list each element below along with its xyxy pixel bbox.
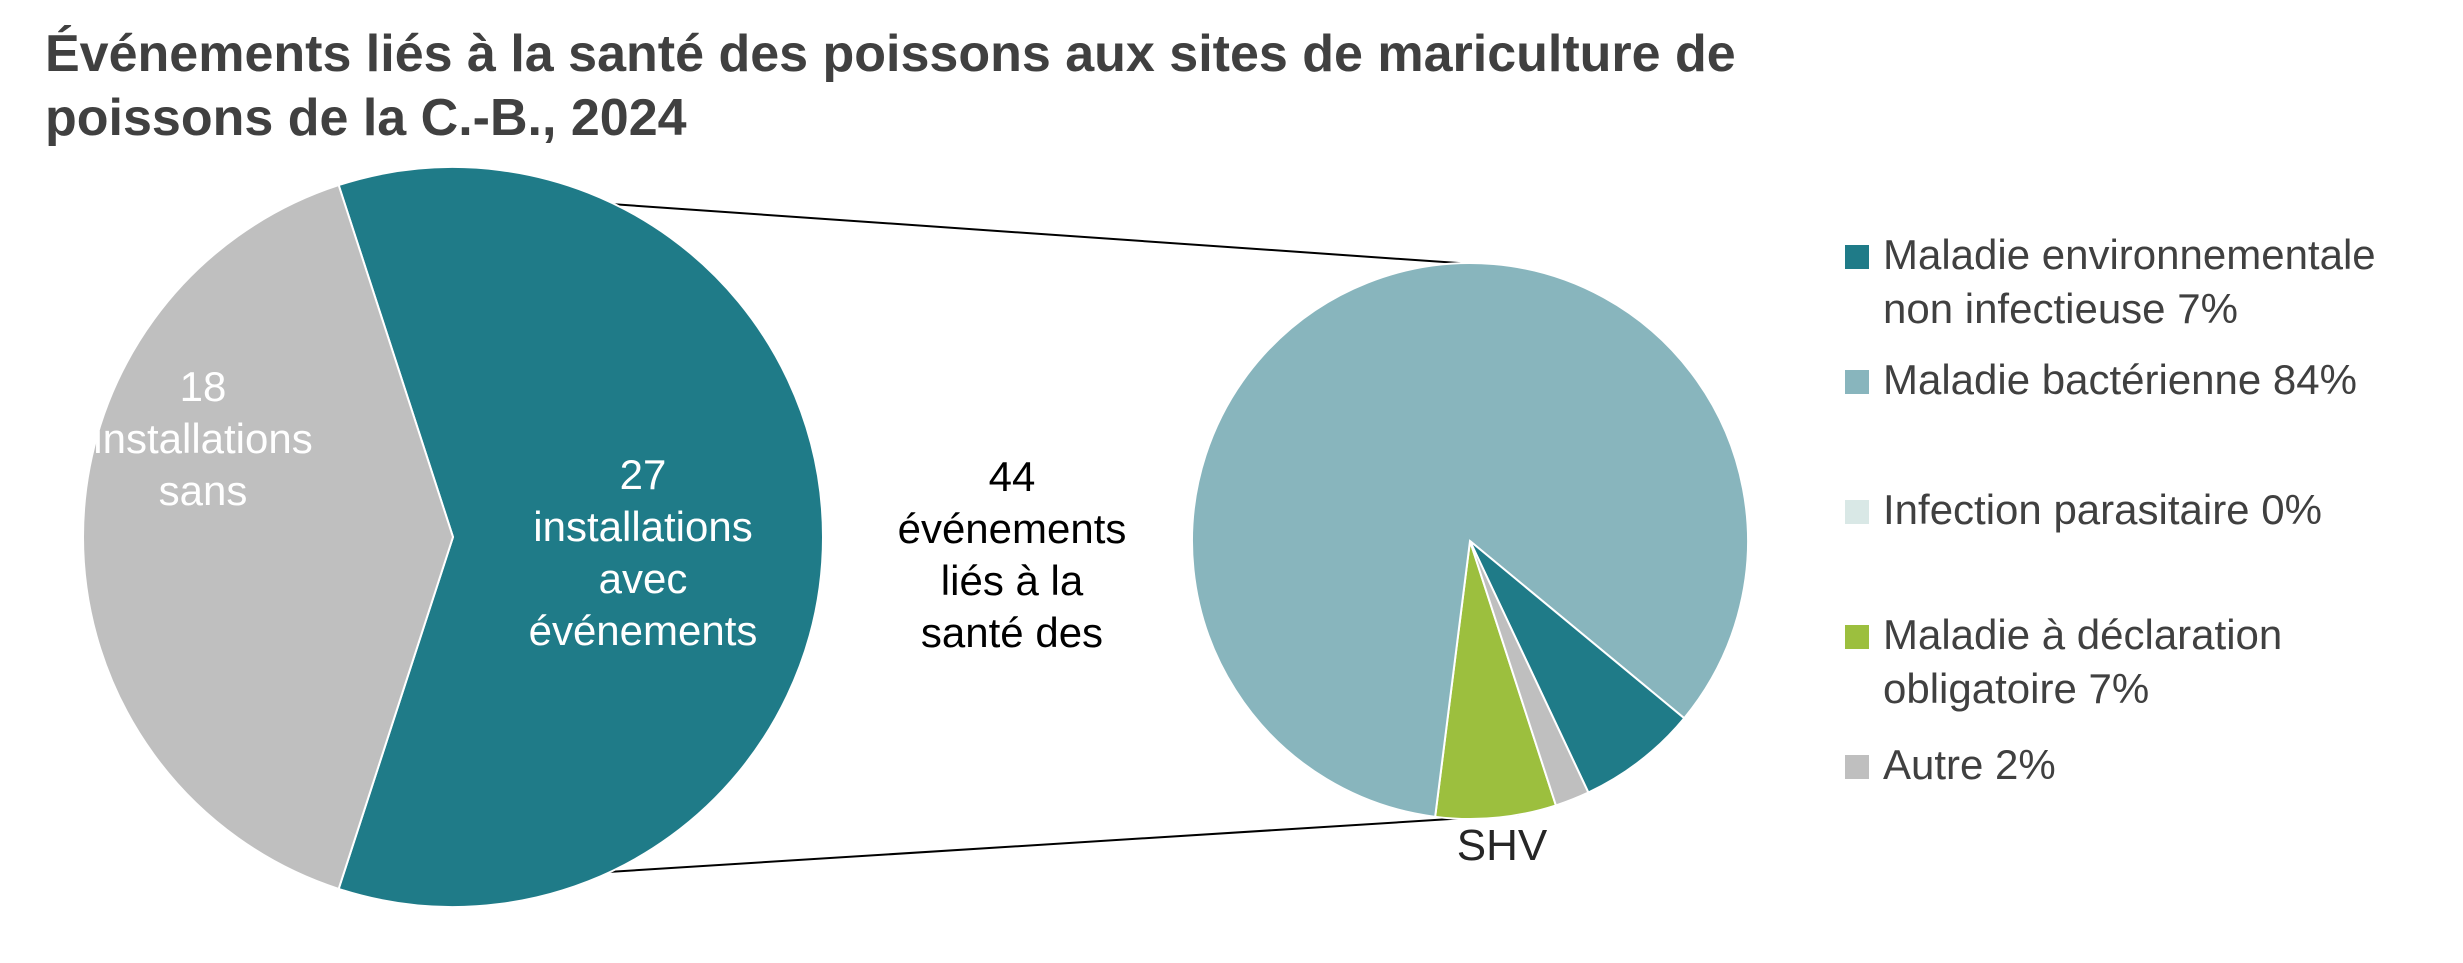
legend-label: Autre 2% [1883,738,2056,792]
main-slice-label-without-events-line: installations [93,415,312,462]
legend-label-line: Maladie bactérienne 84% [1883,356,2357,403]
main-slice-label-without-events-line: sans [159,467,248,514]
center-label-text-line: santé des [921,609,1103,656]
legend-label: Maladie environnementale non infectieuse … [1883,228,2376,336]
center-label-text: 44 événements liés à la santé des [898,453,1127,656]
main-pie: 27 installations avec événements 18 installat… [82,166,824,908]
main-slice-label-with-events: 27 installations avec événements [529,451,758,654]
center-label-text-line: 44 [989,453,1036,500]
legend-label-line: non infectieuse 7% [1883,285,2238,332]
detail-pie-slice [1469,540,1686,794]
center-label-text-line: liés à la [941,557,1084,604]
detail-pie [1190,262,1749,820]
legend-label-line: Autre 2% [1883,741,2056,788]
legend-label-line: Infection parasitaire 0% [1883,486,2322,533]
main-slice-label-without-events: 18 installations sans [93,363,312,514]
chart-title-line: poissons de la C.-B., 2024 [45,89,687,147]
legend-item: Maladie environnementale non infectieuse … [1845,228,2376,336]
legend-label-line: Maladie environnementale [1883,231,2376,278]
legend-item: Maladie à déclaration obligatoire 7% [1845,608,2282,716]
main-slice-label-with-events-line: installations [533,503,752,550]
legend-swatch [1845,625,1869,649]
legend-item: Infection parasitaire 0% [1845,483,2322,537]
main-pie-slice [82,183,455,891]
legend-swatch [1845,500,1869,524]
detail-pie-slice [1469,540,1590,807]
legend-label: Maladie à déclaration obligatoire 7% [1883,608,2282,716]
shv-annotation: SHV [1457,821,1548,870]
legend-item: Autre 2% [1845,738,2056,792]
legend-label: Maladie bactérienne 84% [1883,353,2357,407]
center-label-text-line: événements [898,505,1127,552]
legend-label-line: obligatoire 7% [1883,665,2150,712]
legend-item: Maladie bactérienne 84% [1845,353,2357,407]
legend-swatch [1845,370,1869,394]
main-slice-label-with-events-line: événements [529,607,758,654]
main-slice-label-with-events-line: avec [599,555,688,602]
legend-swatch [1845,245,1869,269]
chart-title: Événements liés à la santé des poissons … [45,22,1945,150]
chart-title-line: Événements liés à la santé des poissons … [45,25,1736,83]
main-slice-label-with-events-line: 27 [620,451,667,498]
detail-pie-slice [1434,540,1558,820]
main-pie-slice [337,166,824,908]
center-label: 44 événements liés à la santé des [898,453,1127,656]
legend-label: Infection parasitaire 0% [1883,483,2322,537]
main-slice-label-without-events-line: 18 [180,363,227,410]
legend-label-line: Maladie à déclaration [1883,611,2283,658]
legend-swatch [1845,755,1869,779]
detail-pie-slice [1190,262,1749,818]
